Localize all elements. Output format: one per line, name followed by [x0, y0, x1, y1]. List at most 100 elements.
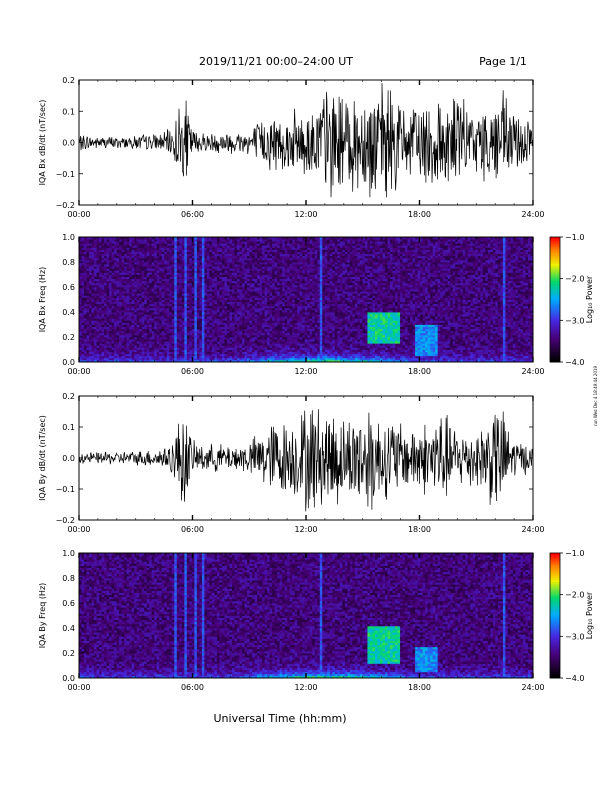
spectrogram-cell [121, 253, 125, 257]
spectrogram-cell [136, 347, 140, 350]
spectrogram-cell [111, 343, 115, 346]
spectrogram-cell [121, 334, 125, 338]
spectrogram-cell [81, 324, 85, 327]
spectrogram-cell [141, 324, 145, 327]
spectrogram-cell [106, 284, 110, 288]
spectrogram-cell [119, 337, 123, 340]
spectrogram-cell [131, 282, 135, 286]
spectrogram-cell [109, 299, 113, 302]
spectrogram-cell [146, 297, 150, 300]
spectrogram-cell [116, 351, 120, 355]
spectrogram-cell [114, 332, 118, 336]
spectrogram-cell [136, 312, 140, 315]
spectrogram-cell [129, 262, 133, 265]
spectrogram-cell [99, 259, 102, 263]
spectrogram-cell [104, 243, 107, 246]
spectrogram-cell [84, 341, 87, 344]
y-tick-label: −0.1 [56, 170, 75, 179]
spectrogram-cell [134, 293, 138, 296]
spectrogram-cell [129, 282, 133, 286]
spectrogram-cell [151, 274, 155, 277]
spectrogram-cell [104, 293, 107, 296]
spectrogram-cell [126, 249, 130, 252]
spectrogram-cell [149, 278, 153, 282]
spectrogram-cell [106, 345, 110, 348]
spectrogram-cell [109, 274, 113, 277]
spectrogram-cell [131, 347, 135, 350]
spectrogram-cell [114, 259, 118, 263]
spectrogram-cell [96, 345, 100, 348]
spectrogram-cell [131, 330, 135, 334]
spectrogram-cell [126, 241, 130, 244]
spectrogram-cell [116, 332, 120, 336]
spectrogram-cell [81, 351, 85, 355]
spectrogram-cell [91, 303, 95, 307]
spectrogram-cell [79, 312, 82, 315]
spectrogram-cell [129, 345, 133, 348]
spectrogram-cell [109, 343, 113, 346]
spectrogram-cell [99, 270, 102, 273]
spectrogram-cell [131, 303, 135, 307]
spectrogram-cell [149, 314, 153, 317]
spectrogram-cell [136, 314, 140, 317]
spectrogram-cell [111, 328, 115, 332]
spectrogram-cell [141, 307, 145, 311]
spectrogram-cell [86, 257, 90, 261]
spectrogram-cell [146, 301, 150, 305]
spectrogram-cell [129, 324, 133, 327]
spectrogram-cell [131, 264, 135, 267]
spectrogram-cell [86, 349, 90, 352]
spectrogram-cell [106, 289, 110, 292]
spectrogram-cell [109, 264, 113, 267]
spectrogram-cell [106, 326, 110, 330]
spectrogram-cell [79, 245, 82, 248]
spectrogram-cell [81, 312, 85, 315]
spectrogram-cell [89, 293, 92, 296]
spectrogram-cell [134, 284, 138, 288]
spectrogram-cell [91, 330, 95, 334]
spectrogram-cell [119, 316, 123, 319]
spectrogram-cell [136, 293, 140, 296]
spectrogram-cell [144, 291, 148, 294]
spectrogram-cell [91, 241, 95, 244]
spectrogram-cell [141, 272, 145, 275]
spectrogram-cell [116, 253, 120, 257]
spectrogram-cell [116, 270, 120, 273]
spectrogram-cell [104, 359, 107, 363]
spectrogram-cell [84, 332, 87, 336]
spectrogram-cell [81, 322, 85, 325]
spectrogram-cell [84, 237, 87, 240]
spectrogram-cell [94, 289, 97, 292]
spectrogram-cell [81, 357, 85, 361]
spectrogram-cell [149, 324, 153, 327]
spectrogram-cell [106, 318, 110, 321]
spectrogram-cell [84, 251, 87, 255]
spectrogram-cell [106, 291, 110, 294]
spectrogram-cell [121, 312, 125, 315]
spectrogram-cell [89, 247, 92, 250]
spectrogram-cell [126, 291, 130, 294]
spectrogram-cell [151, 314, 155, 317]
spectrogram-cell [149, 345, 153, 348]
spectrogram-cell [109, 297, 113, 300]
spectrogram-cell [79, 337, 82, 340]
spectrogram-cell [124, 239, 128, 242]
spectrogram-cell [149, 259, 153, 263]
spectrogram-cell [109, 282, 113, 286]
spectrogram-cell [124, 334, 128, 338]
spectrogram-cell [139, 291, 143, 294]
spectrogram-cell [81, 255, 85, 259]
spectrogram-cell [81, 320, 85, 323]
spectrogram-cell [136, 318, 140, 321]
spectrogram-cell [106, 270, 110, 273]
spectrogram-cell [101, 353, 105, 357]
spectrogram-cell [134, 239, 138, 242]
spectrogram-cell [104, 257, 107, 261]
spectrogram-cell [121, 237, 125, 240]
spectrogram-cell [141, 253, 145, 257]
spectrogram-cell [134, 316, 138, 319]
spectrogram-cell [129, 249, 133, 252]
spectrogram-cell [101, 284, 105, 288]
spectrogram-cell [114, 305, 118, 309]
spectrogram-cell [146, 293, 150, 296]
